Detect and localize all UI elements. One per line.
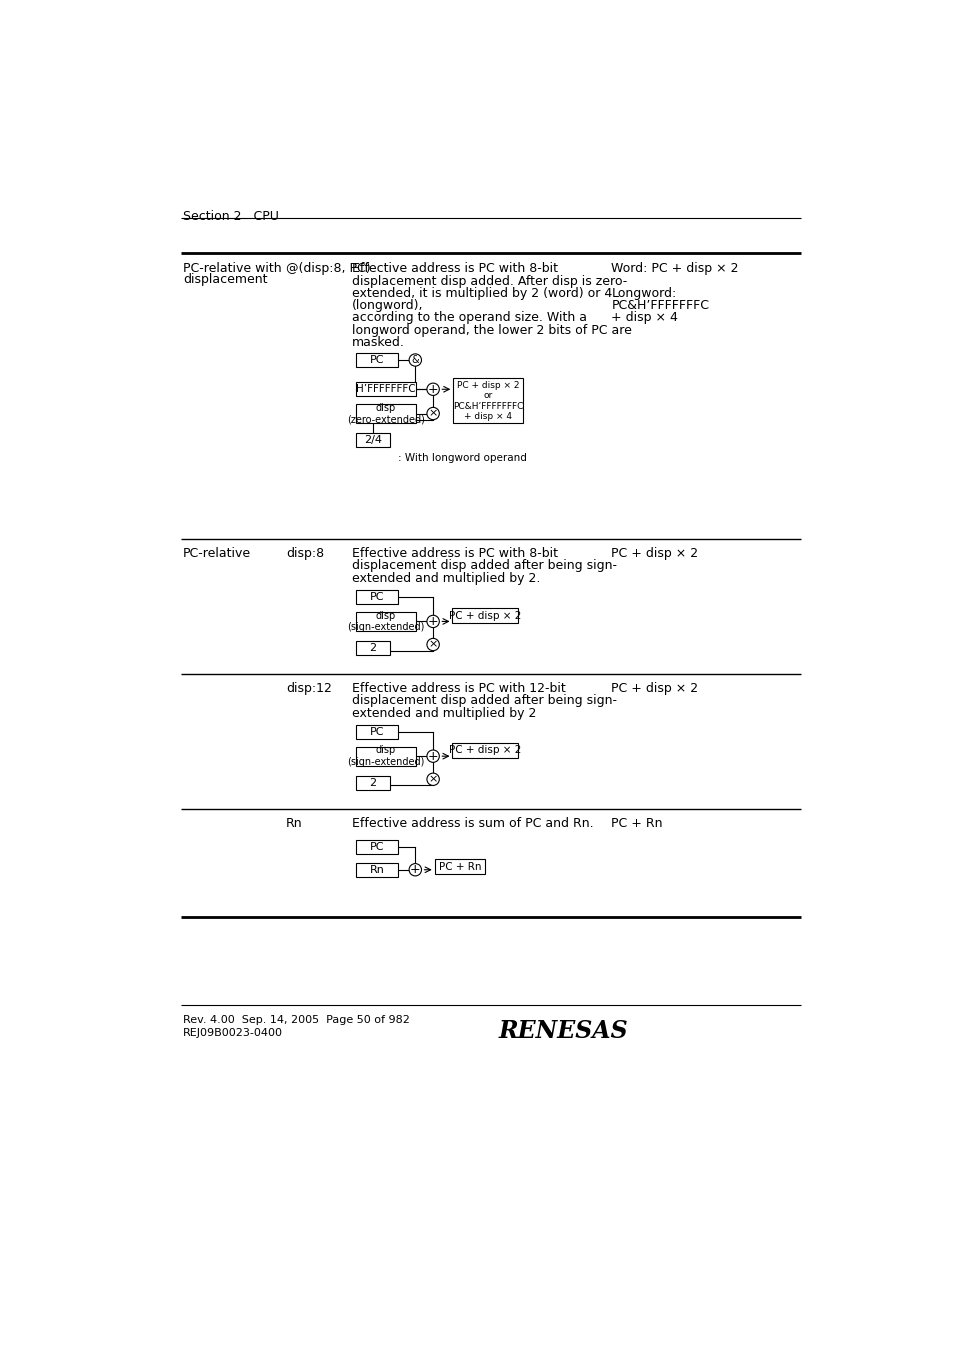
Text: Effective address is PC with 12-bit: Effective address is PC with 12-bit xyxy=(352,682,565,694)
Text: Section 2   CPU: Section 2 CPU xyxy=(183,209,278,223)
Bar xyxy=(355,747,416,766)
Bar xyxy=(355,775,390,790)
Text: PC + disp × 2
or
PC&H’FFFFFFFC
+ disp × 4: PC + disp × 2 or PC&H’FFFFFFFC + disp × … xyxy=(453,381,523,422)
Circle shape xyxy=(427,615,439,628)
Text: Effective address is PC with 8-bit: Effective address is PC with 8-bit xyxy=(352,262,558,276)
Circle shape xyxy=(427,384,439,396)
Text: +: + xyxy=(427,615,438,628)
Text: disp:12: disp:12 xyxy=(286,682,332,694)
Text: RENESAS: RENESAS xyxy=(498,1019,628,1043)
Text: ×: × xyxy=(428,774,437,785)
Text: disp
(zero-extended): disp (zero-extended) xyxy=(347,403,424,424)
Text: +: + xyxy=(427,750,438,763)
Text: displacement disp added after being sign-: displacement disp added after being sign… xyxy=(352,694,616,707)
Text: Effective address is sum of PC and Rn.: Effective address is sum of PC and Rn. xyxy=(352,816,593,830)
Text: PC-relative with: PC-relative with xyxy=(183,262,281,276)
Text: PC: PC xyxy=(370,727,384,736)
Circle shape xyxy=(409,354,421,366)
Text: PC&H’FFFFFFFC: PC&H’FFFFFFFC xyxy=(611,299,709,312)
Bar xyxy=(452,743,517,758)
Text: PC + Rn: PC + Rn xyxy=(438,862,480,871)
Text: displacement: displacement xyxy=(183,273,267,286)
Bar xyxy=(452,608,517,623)
Text: 2: 2 xyxy=(369,778,376,788)
Text: &: & xyxy=(411,355,418,365)
Bar xyxy=(355,590,397,604)
Text: @(disp:8, PC): @(disp:8, PC) xyxy=(286,262,370,276)
Text: disp
(sign-extended): disp (sign-extended) xyxy=(347,611,424,632)
Bar xyxy=(355,863,397,877)
Text: Rn: Rn xyxy=(286,816,302,830)
Text: PC: PC xyxy=(370,842,384,851)
Text: 2: 2 xyxy=(369,643,376,653)
Bar xyxy=(355,840,397,854)
Bar xyxy=(453,378,522,423)
Text: (longword),: (longword), xyxy=(352,299,423,312)
Text: H’FFFFFFFC: H’FFFFFFFC xyxy=(355,384,416,394)
Text: REJ09B0023-0400: REJ09B0023-0400 xyxy=(183,1028,282,1039)
Text: disp:8: disp:8 xyxy=(286,547,324,561)
Text: + disp × 4: + disp × 4 xyxy=(611,312,678,324)
Text: PC + disp × 2: PC + disp × 2 xyxy=(611,547,698,561)
Text: Effective address is PC with 8-bit: Effective address is PC with 8-bit xyxy=(352,547,558,561)
Text: +: + xyxy=(427,382,438,396)
Text: PC + disp × 2: PC + disp × 2 xyxy=(611,682,698,694)
Text: Rn: Rn xyxy=(369,865,384,874)
Text: masked.: masked. xyxy=(352,336,404,349)
Text: 2/4: 2/4 xyxy=(364,435,381,444)
Bar xyxy=(355,382,416,396)
Text: extended, it is multiplied by 2 (word) or 4: extended, it is multiplied by 2 (word) o… xyxy=(352,286,612,300)
Bar xyxy=(355,612,416,631)
Text: extended and multiplied by 2.: extended and multiplied by 2. xyxy=(352,571,539,585)
Text: PC + Rn: PC + Rn xyxy=(611,816,662,830)
Circle shape xyxy=(427,408,439,420)
Circle shape xyxy=(409,863,421,875)
Text: PC: PC xyxy=(370,355,384,365)
Text: +: + xyxy=(410,863,420,877)
Text: according to the operand size. With a: according to the operand size. With a xyxy=(352,312,586,324)
Bar xyxy=(355,642,390,655)
Text: ×: × xyxy=(428,639,437,650)
Text: PC + disp × 2: PC + disp × 2 xyxy=(449,611,521,620)
Text: disp
(sign-extended): disp (sign-extended) xyxy=(347,746,424,767)
Text: ×: × xyxy=(428,408,437,419)
Circle shape xyxy=(427,750,439,762)
Text: PC-relative: PC-relative xyxy=(183,547,251,561)
Bar xyxy=(355,434,390,447)
Text: : With longword operand: : With longword operand xyxy=(397,453,527,463)
Text: displacement disp added. After disp is zero-: displacement disp added. After disp is z… xyxy=(352,274,626,288)
Text: extended and multiplied by 2: extended and multiplied by 2 xyxy=(352,707,536,720)
Bar xyxy=(355,725,397,739)
Text: Word: PC + disp × 2: Word: PC + disp × 2 xyxy=(611,262,739,276)
Text: PC + disp × 2: PC + disp × 2 xyxy=(449,746,521,755)
Bar xyxy=(355,353,397,367)
Bar xyxy=(435,859,484,874)
Text: Rev. 4.00  Sep. 14, 2005  Page 50 of 982: Rev. 4.00 Sep. 14, 2005 Page 50 of 982 xyxy=(183,1016,409,1025)
Text: PC: PC xyxy=(370,592,384,603)
Text: longword operand, the lower 2 bits of PC are: longword operand, the lower 2 bits of PC… xyxy=(352,324,631,336)
Text: displacement disp added after being sign-: displacement disp added after being sign… xyxy=(352,559,616,573)
Circle shape xyxy=(427,773,439,785)
Bar xyxy=(355,404,416,423)
Circle shape xyxy=(427,639,439,651)
Text: Longword:: Longword: xyxy=(611,286,676,300)
